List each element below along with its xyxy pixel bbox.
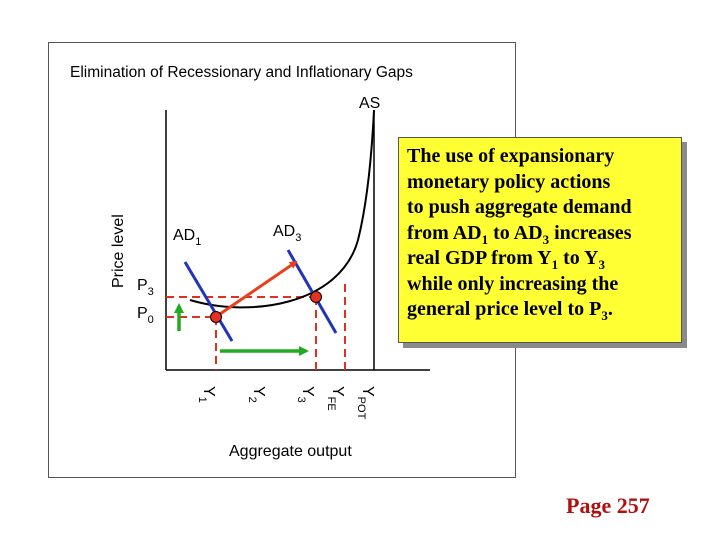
equilibrium-point-initial xyxy=(210,311,222,323)
ad-shift-arrow xyxy=(219,260,298,316)
yfe-label: YFE xyxy=(325,386,346,411)
x-axis-label: Aggregate output xyxy=(229,443,352,460)
ad1-label: AD1 xyxy=(173,227,201,248)
y2-label: Y2 xyxy=(246,386,267,403)
y3-label: Y3 xyxy=(295,386,316,403)
guide-lines xyxy=(166,284,346,370)
explanation-callout: The use of expansionary monetary policy … xyxy=(398,137,682,343)
page-number: Page 257 xyxy=(566,493,650,518)
callout-line: to push aggregate demand xyxy=(407,196,632,218)
ad1-curve xyxy=(183,261,234,342)
callout-line: general price level to P3. xyxy=(407,298,613,323)
p3-label: P3 xyxy=(137,277,154,298)
ad3-label: AD3 xyxy=(273,223,301,244)
callout-line: while only increasing the xyxy=(407,272,619,295)
callout-line: monetary policy actions xyxy=(407,170,611,193)
ypot-label: YPOT xyxy=(355,386,376,420)
callout-line: The use of expansionary xyxy=(407,145,615,167)
y1-label: Y1 xyxy=(196,386,217,403)
y-axis-label: Price level xyxy=(110,214,127,288)
equilibrium-point-new xyxy=(310,291,322,303)
callout-line: real GDP from Y1 to Y3 xyxy=(407,247,605,272)
p0-label: P0 xyxy=(137,305,154,326)
figure-title: Elimination of Recessionary and Inflatio… xyxy=(70,64,413,81)
as-label: AS xyxy=(359,95,380,112)
callout-line: from AD1 to AD3 increases xyxy=(407,221,632,247)
as-curve xyxy=(189,109,375,309)
